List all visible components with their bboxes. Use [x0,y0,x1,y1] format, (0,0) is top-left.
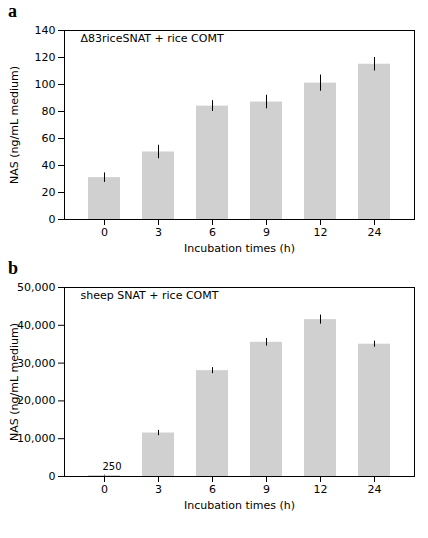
html-text:b: b [8,258,18,278]
svg-text:0: 0 [101,483,108,496]
svg-text:6: 6 [209,483,216,496]
html-text:a: a [8,1,17,21]
svg-text:20,000: 20,000 [17,394,56,407]
svg-text:24: 24 [368,226,382,239]
svg-text:3: 3 [155,226,162,239]
svg-text:9: 9 [263,226,270,239]
svg-text:250: 250 [103,461,122,472]
svg-text:6: 6 [209,226,216,239]
svg-text:12: 12 [314,483,328,496]
svg-text:140: 140 [35,24,56,37]
svg-text:10,000: 10,000 [17,432,56,445]
svg-text:NAS (ng/mL medium): NAS (ng/mL medium) [8,323,21,441]
svg-text:0: 0 [49,213,56,226]
svg-text:24: 24 [368,483,382,496]
svg-text:0: 0 [101,226,108,239]
svg-text:NAS (ng/mL medium): NAS (ng/mL medium) [8,66,21,184]
svg-text:40,000: 40,000 [17,319,56,332]
svg-text:80: 80 [42,105,56,118]
svg-text:0: 0 [49,470,56,483]
svg-text:60: 60 [42,132,56,145]
svg-text:9: 9 [263,483,270,496]
svg-text:3: 3 [155,483,162,496]
svg-text:40: 40 [42,159,56,172]
svg-text:Incubation times (h): Incubation times (h) [184,242,295,255]
svg-text:100: 100 [35,78,56,91]
svg-text:12: 12 [314,226,328,239]
svg-text:Δ83riceSNAT + rice COMT: Δ83riceSNAT + rice COMT [81,32,224,45]
svg-text:sheep SNAT + rice COMT: sheep SNAT + rice COMT [81,289,219,302]
svg-text:20: 20 [42,186,56,199]
svg-text:Incubation times (h): Incubation times (h) [184,499,295,512]
svg-text:120: 120 [35,51,56,64]
svg-text:50,000: 50,000 [17,281,56,294]
svg-text:30,000: 30,000 [17,357,56,370]
